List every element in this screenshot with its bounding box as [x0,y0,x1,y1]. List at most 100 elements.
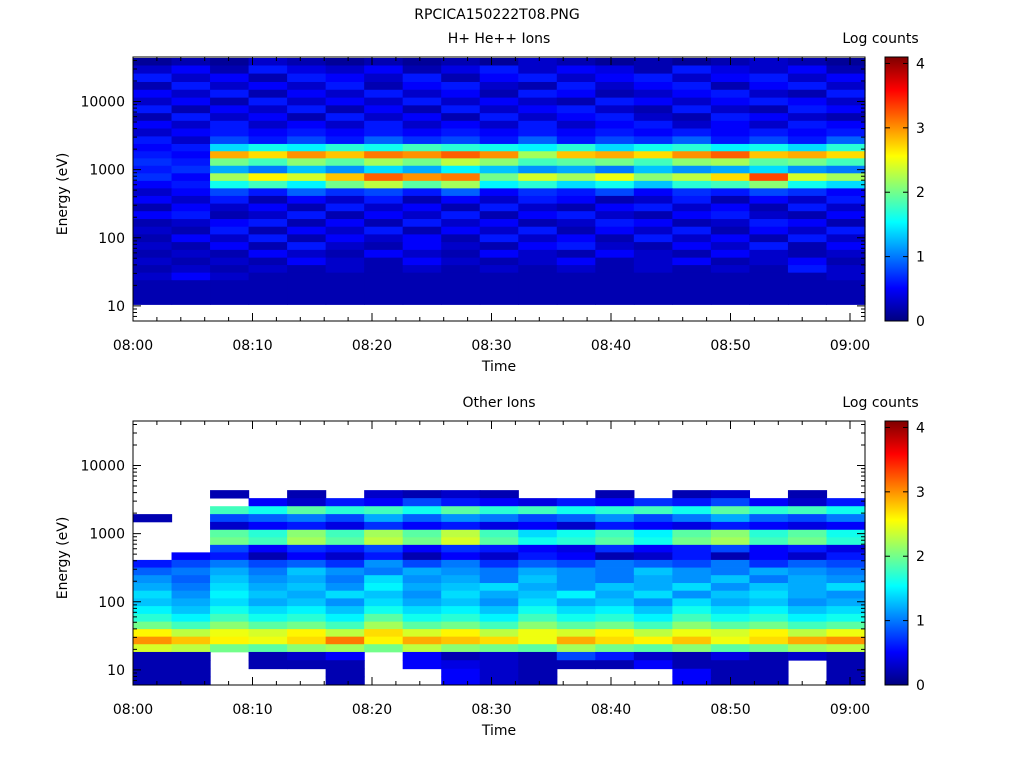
heatmap-cell [479,575,519,584]
heatmap-cell [787,590,828,599]
heatmap-cell [826,81,866,91]
heatmap-cell [210,158,250,167]
heatmap-cell [826,143,866,152]
heatmap-cell [518,272,558,281]
heatmap-cell [710,81,751,91]
heatmap-cell [479,498,519,507]
heatmap-cell [402,621,442,630]
heatmap-cell [633,188,673,197]
heatmap-cell [248,173,288,182]
heatmap-cell [749,537,789,546]
heatmap-cell [325,676,365,685]
heatmap-cell [441,143,481,152]
heatmap-cell [133,583,173,592]
heatmap-cell [402,219,442,228]
heatmap-cell [749,97,789,106]
heatmap-cell [672,590,712,599]
heatmap-cell [479,120,519,129]
heatmap-cell [710,203,751,212]
heatmap-cell [672,128,712,137]
heatmap-cell [441,73,481,83]
heatmap-cell [710,195,751,204]
heatmap-cell [248,552,288,561]
panel-title: H+ He++ Ions [448,31,551,47]
heatmap-cell [133,567,173,576]
heatmap-cell [364,211,404,220]
heatmap-cell [710,188,751,197]
heatmap-cell [710,529,751,538]
heatmap-cell [171,296,211,305]
heatmap-cell [749,58,789,66]
heatmap-cell [441,58,481,66]
heatmap-cell [672,529,712,538]
heatmap-cell [672,226,712,235]
heatmap-cell [710,644,751,653]
heatmap-cell [325,81,365,91]
heatmap-cell [210,272,250,281]
heatmap-cell [556,280,596,289]
heatmap-cell [749,287,789,297]
heatmap-cell [787,226,828,235]
heatmap-cell [402,529,442,538]
heatmap-cell [364,89,404,99]
heatmap-cell [210,590,250,599]
colorbar: Log counts 0 1 2 3 4 [842,31,925,330]
heatmap-cell [325,537,365,546]
heatmap-cell [672,120,712,129]
heatmap-cell [595,544,635,553]
heatmap-cell [826,128,866,137]
heatmap-cell [479,173,519,182]
heatmap-cell [595,280,635,289]
heatmap-cell [672,158,712,167]
heatmap-cell [364,529,404,538]
heatmap-cell [364,621,404,630]
heatmap-cell [556,249,596,259]
heatmap-cell [595,203,635,212]
heatmap-cell [672,203,712,212]
heatmap-cell [325,143,365,152]
heatmap-cell [518,676,558,685]
heatmap-cell [479,136,519,145]
heatmap-cell [556,590,596,599]
heatmap-cell [787,249,828,259]
heatmap-cell [633,651,673,661]
heatmap-cell [826,590,866,599]
heatmap-cell [210,249,250,259]
heatmap-cell [325,105,365,114]
heatmap-cell [402,567,442,576]
heatmap-cell [402,128,442,137]
heatmap-cell [556,287,596,297]
heatmap-cell [325,621,365,630]
heatmap-cell [749,559,789,568]
heatmap-cell [595,651,635,661]
colorbar-tick-label: 4 [916,420,925,436]
heatmap-cell [556,81,596,91]
heatmap-cell [595,195,635,204]
heatmap-cell [518,128,558,137]
heatmap-cell [787,644,828,653]
heatmap-cell [672,598,712,607]
heatmap-cell [556,120,596,129]
heatmap-cell [479,211,519,220]
colorbar-tick-label: 4 [916,56,925,72]
heatmap-cell [479,249,519,259]
heatmap-cell [210,242,250,251]
heatmap-cell [479,81,519,91]
heatmap-cell [171,89,211,99]
heatmap-cell [287,89,327,99]
heatmap-cell [518,552,558,561]
heatmap-cell [171,165,211,174]
heatmap-cell [556,296,596,305]
heatmap-cell [633,629,673,638]
heatmap-cell [595,128,635,137]
y-axis-label: Energy (eV) [55,517,71,600]
heatmap-cell [787,529,828,538]
heatmap-cell [749,234,789,243]
heatmap-cell [710,296,751,305]
heatmap-cell [556,559,596,568]
heatmap-cell [287,158,327,167]
heatmap-cell [210,506,250,515]
heatmap-cell [787,188,828,197]
heatmap-cell [749,180,789,189]
